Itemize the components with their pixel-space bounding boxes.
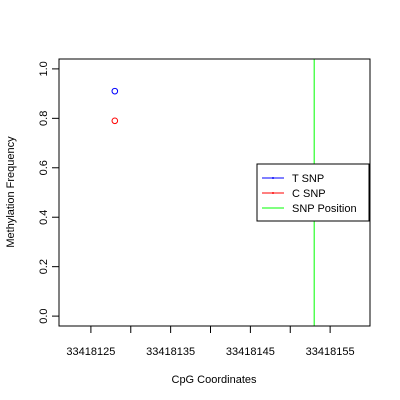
x-tick-label: 33418135 [146, 346, 195, 358]
legend-label-c-snp: C SNP [292, 188, 326, 200]
y-axis-label: Methylation Frequency [5, 136, 17, 248]
y-tick-label: 0.4 [38, 210, 50, 225]
legend-marker-t-snp [272, 177, 274, 179]
legend-label-t-snp: T SNP [292, 173, 324, 185]
y-tick-label: 0.6 [38, 160, 50, 175]
y-tick-label: 0.2 [38, 259, 50, 274]
y-tick-label: 0.0 [38, 308, 50, 323]
y-tick-label: 1.0 [38, 61, 50, 76]
legend: T SNP C SNP SNP Position [256, 163, 370, 222]
x-tick-label: 33418125 [66, 346, 115, 358]
x-axis-label: CpG Coordinates [172, 374, 257, 386]
data-point-t-snp-0 [111, 87, 119, 95]
x-tick-label: 33418155 [306, 346, 355, 358]
y-tick-label: 0.8 [38, 111, 50, 126]
axes-layer: 33418125 33418135 33418145 33418155 0.0 0.2 0.… [38, 61, 355, 358]
x-tick-label: 33418145 [226, 346, 275, 358]
data-point-c-snp-0 [111, 117, 119, 125]
legend-label-snp-position: SNP Position [292, 203, 357, 215]
legend-marker-c-snp [272, 192, 274, 194]
